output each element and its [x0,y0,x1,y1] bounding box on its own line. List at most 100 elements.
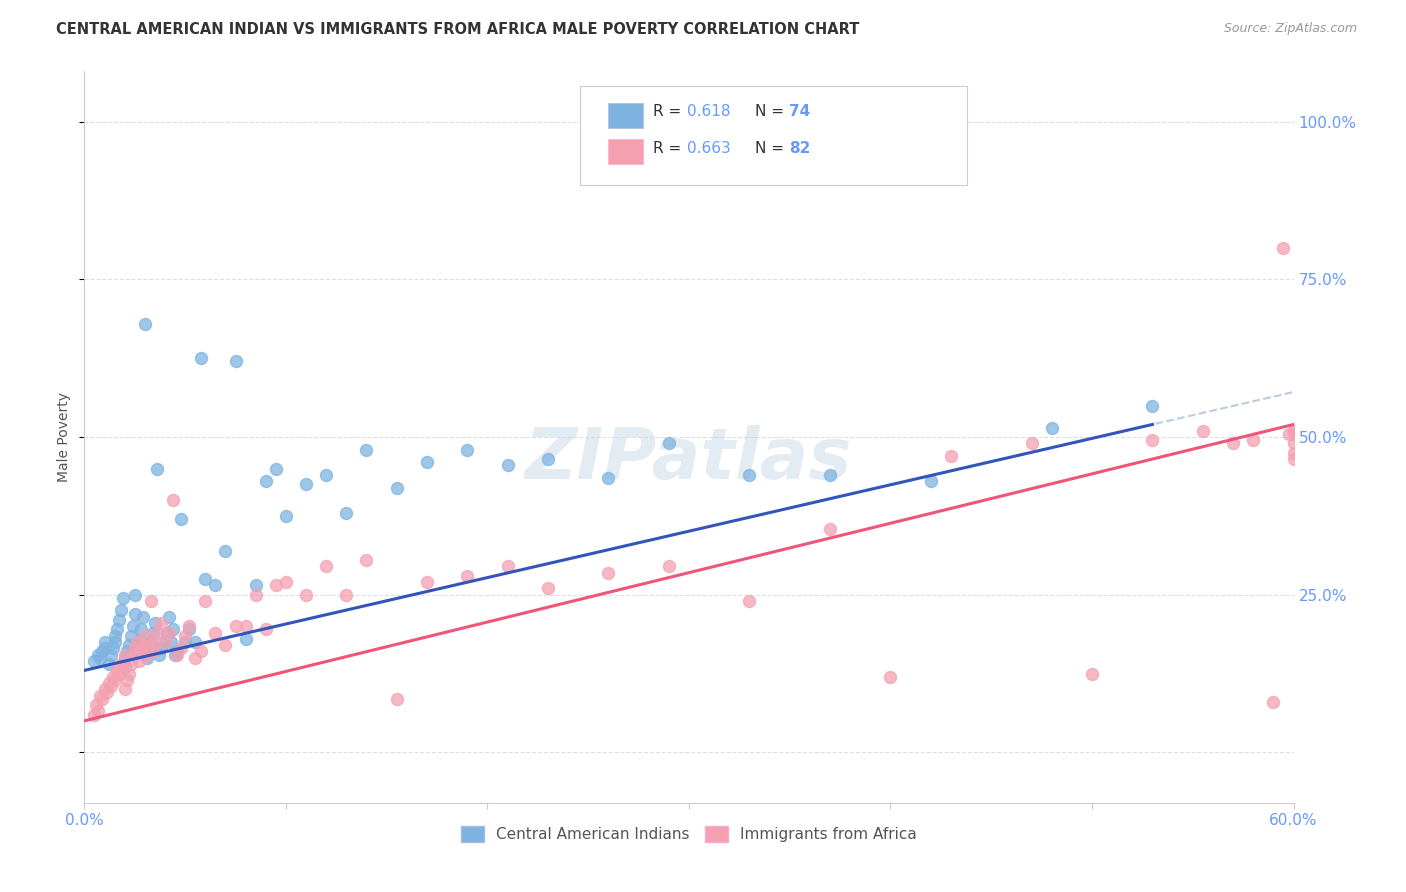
Point [148,648,170,662]
Text: R =: R = [652,104,686,120]
Point [1192,424,1215,438]
Point [166,648,188,662]
Point [1282,446,1305,460]
Point [156,625,179,640]
Point [93,635,115,649]
FancyBboxPatch shape [581,86,967,185]
Point [235,632,257,646]
Point [194,572,217,586]
Point [138,638,160,652]
Point [110,603,132,617]
Point [254,474,277,488]
Point [184,650,207,665]
Point [97,676,120,690]
Point [179,623,201,637]
Point [170,512,193,526]
Point [87,705,110,719]
Point [416,575,439,590]
Point [135,650,157,665]
Point [134,317,156,331]
Point [132,638,155,652]
Point [91,691,114,706]
Point [1282,426,1305,441]
Point [115,644,138,658]
Point [83,654,105,668]
Point [118,638,141,652]
Point [96,685,118,699]
Point [135,648,157,662]
Point [118,666,141,681]
Point [190,351,212,366]
Point [315,559,337,574]
Point [153,635,176,649]
Point [124,588,146,602]
Point [149,616,172,631]
Point [274,508,297,523]
Point [114,648,136,662]
Point [114,682,136,697]
Text: R =: R = [652,141,686,156]
Text: 0.618: 0.618 [686,104,730,120]
Point [101,670,124,684]
Point [1142,399,1164,413]
Point [204,578,226,592]
Point [146,461,169,475]
Point [274,575,297,590]
Point [93,682,115,697]
FancyBboxPatch shape [607,103,643,128]
Point [87,648,110,662]
Point [120,657,142,671]
Point [225,354,247,368]
Point [143,635,166,649]
Point [128,654,150,668]
Point [114,650,136,665]
Point [818,467,841,482]
Point [738,467,761,482]
Point [129,623,152,637]
Point [166,644,188,658]
Point [204,625,226,640]
Point [1222,436,1244,450]
Point [738,594,761,608]
Point [138,641,160,656]
Point [1282,424,1305,438]
Text: ZIPatlas: ZIPatlas [526,425,852,493]
Point [818,521,841,535]
Point [496,559,519,574]
Point [295,477,318,491]
Point [194,594,217,608]
Point [225,619,247,633]
Text: 74: 74 [789,104,810,120]
Point [100,679,122,693]
Point [157,609,180,624]
Point [1272,241,1295,255]
Point [245,578,267,592]
Point [121,648,143,662]
Text: Source: ZipAtlas.com: Source: ZipAtlas.com [1223,22,1357,36]
Point [128,638,150,652]
Point [101,641,124,656]
Point [110,657,132,671]
Point [254,623,277,637]
Point [162,623,184,637]
Point [124,641,146,656]
Point [1282,424,1305,438]
Point [162,493,184,508]
Point [264,578,287,592]
Point [93,641,115,656]
Point [214,543,236,558]
Point [385,481,408,495]
Point [107,613,129,627]
Point [139,635,162,649]
Point [1241,434,1264,448]
Point [157,625,180,640]
Point [89,689,111,703]
Point [104,635,127,649]
Point [125,644,148,658]
Point [105,623,128,637]
Point [91,644,114,658]
Point [107,666,129,681]
Point [179,619,201,633]
Point [174,635,197,649]
Point [1040,420,1063,434]
